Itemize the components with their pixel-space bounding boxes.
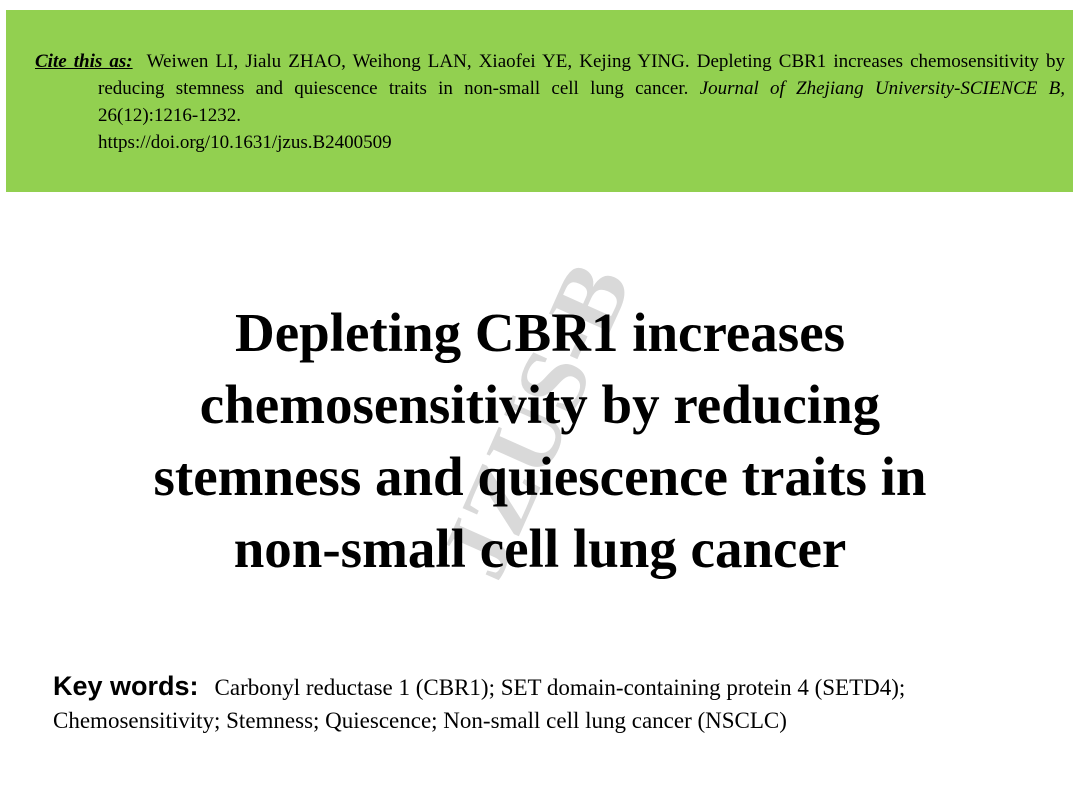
keywords-text: Carbonyl reductase 1 (CBR1); SET domain-… — [53, 675, 906, 733]
title-line: chemosensitivity by reducing — [199, 374, 881, 435]
citation-box — [6, 10, 1073, 192]
cite-doi: https://doi.org/10.1631/jzus.B2400509 — [98, 132, 392, 153]
title-line: stemness and quiescence traits in — [153, 446, 927, 507]
cite-volume: 26(12):1216-1232. — [98, 105, 242, 126]
cite-journal: Journal of Zhejiang University-SCIENCE B… — [699, 78, 1066, 99]
cite-text: Weiwen LI, Jialu ZHAO, Weihong LAN, Xiao… — [98, 51, 1065, 99]
title-line: Depleting CBR1 increases — [234, 302, 846, 363]
title-line: non-small cell lung cancer — [233, 518, 847, 579]
keywords-label: Key words: — [53, 671, 199, 701]
keywords: Key words: Carbonyl reductase 1 (CBR1); S… — [53, 670, 1043, 737]
citation: Cite this as: Weiwen LI, Jialu ZHAO, Weih… — [35, 48, 1065, 156]
cite-label: Cite this as: — [35, 51, 133, 72]
title: Depleting CBR1 increases chemosensitivity… — [0, 297, 1080, 585]
